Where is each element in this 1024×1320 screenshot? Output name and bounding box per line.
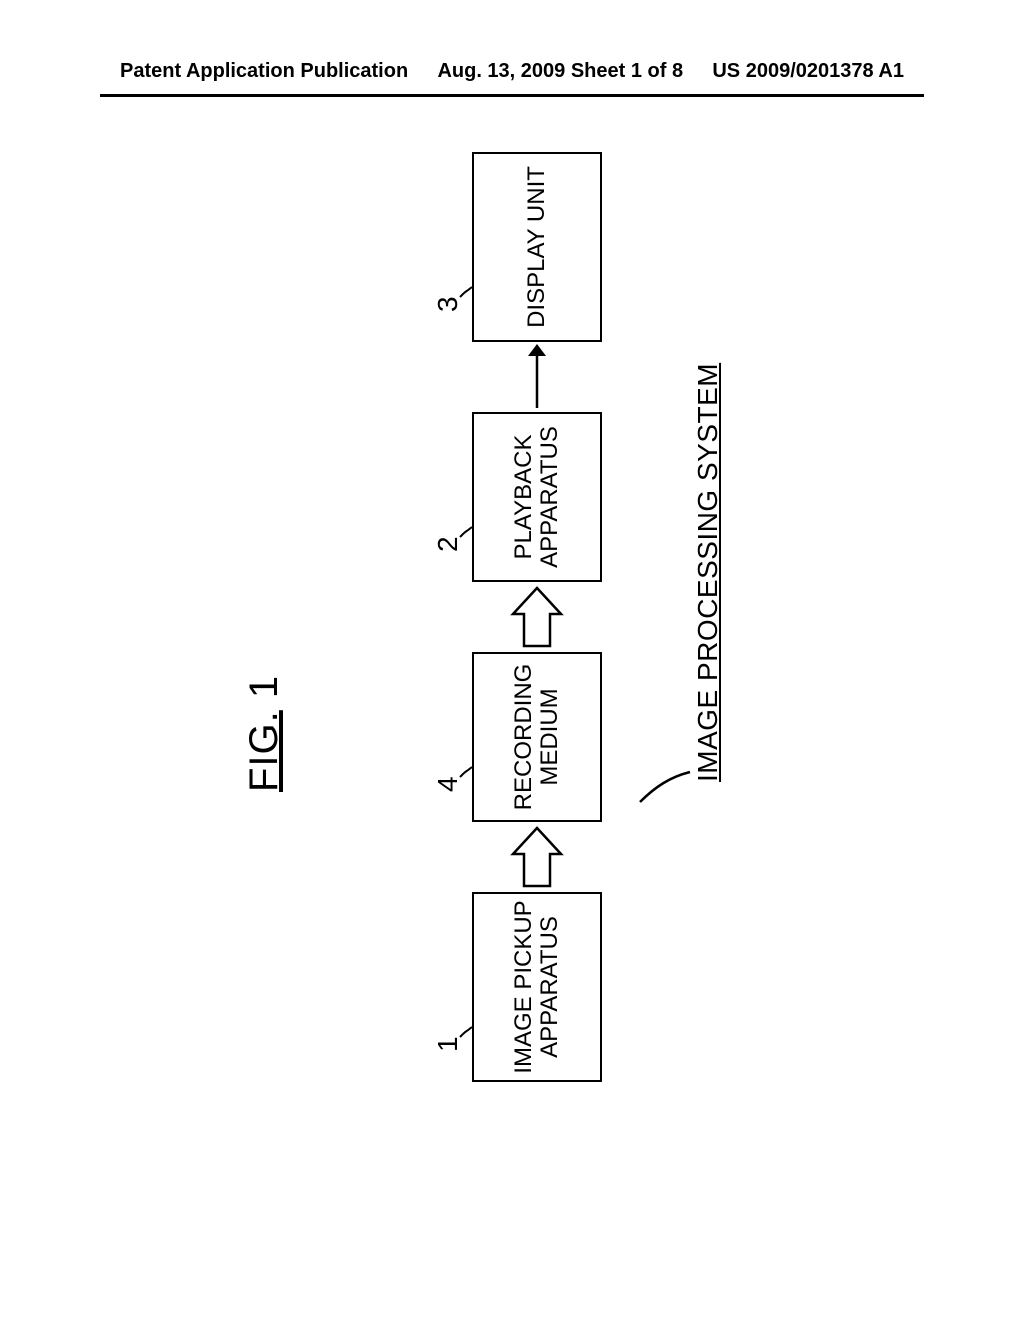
header-rule: [100, 94, 924, 97]
figure-1: FIG. 1 IMAGE PICKUPAPPARATUS RECORDINGME…: [0, 188, 1024, 1212]
patent-header: Patent Application Publication Aug. 13, …: [0, 60, 1024, 83]
system-label-lead: [0, 188, 1024, 1212]
header-right: US 2009/0201378 A1: [712, 60, 904, 83]
header-left: Patent Application Publication: [120, 60, 408, 83]
header-center: Aug. 13, 2009 Sheet 1 of 8: [437, 60, 683, 83]
